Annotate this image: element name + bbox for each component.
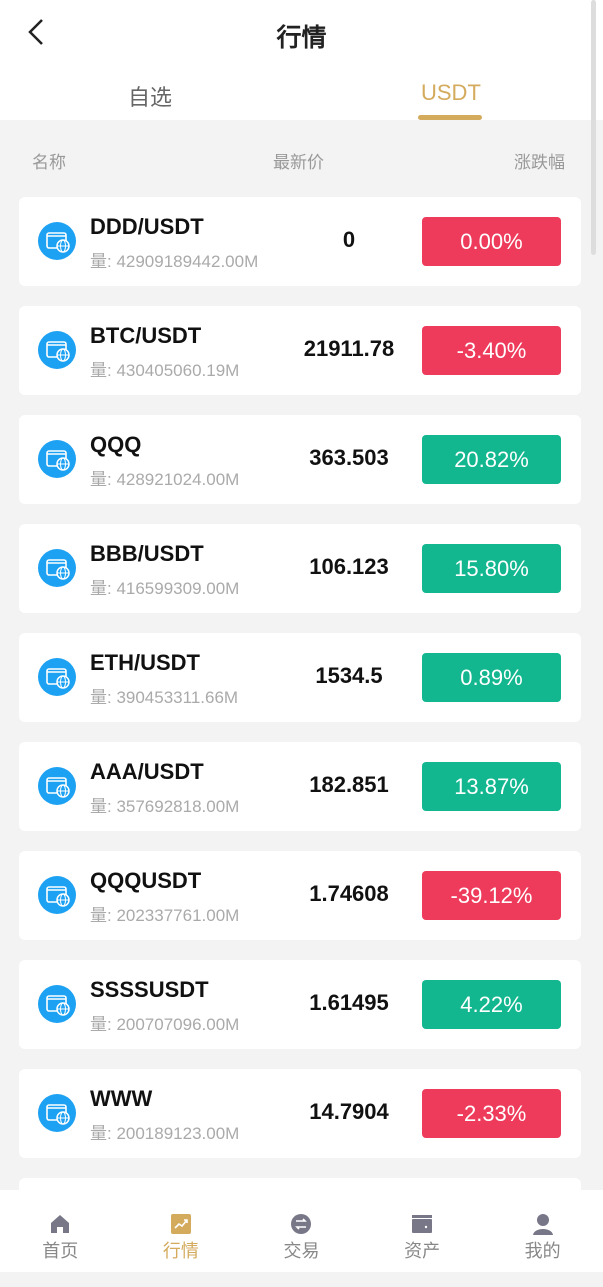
volume: 量: 200189123.00M <box>90 1124 240 1143</box>
nav-label: 行情 <box>162 1241 199 1261</box>
coin-icon <box>38 222 76 260</box>
nav-label: 首页 <box>42 1241 79 1261</box>
column-header-change: 涨跌幅 <box>514 153 565 172</box>
latest-price: 21911.78 <box>303 336 395 361</box>
change-badge[interactable]: 0.89% <box>422 653 561 702</box>
market-row[interactable]: QQQ 量: 428921024.00M 363.503 20.82% <box>19 415 581 504</box>
volume: 量: 200707096.00M <box>90 1015 240 1034</box>
volume: 量: 416599309.00M <box>90 579 240 598</box>
nav-item-exchange[interactable]: 交易 <box>241 1190 362 1272</box>
market-row[interactable]: SSSSUSDT 量: 200707096.00M 1.61495 4.22% <box>19 960 581 1049</box>
nav-label: 交易 <box>283 1241 320 1261</box>
coin-icon <box>38 331 76 369</box>
volume: 量: 430405060.19M <box>90 361 240 380</box>
pair-name: QQQ <box>90 432 142 457</box>
scrollbar[interactable] <box>591 0 596 255</box>
pair-name: SSSSUSDT <box>90 977 209 1002</box>
nav-label: 我的 <box>524 1241 561 1261</box>
tab-favorites[interactable]: 自选 <box>128 85 173 110</box>
market-row[interactable]: BBB/USDT 量: 416599309.00M 106.123 15.80% <box>19 524 581 613</box>
home-icon <box>51 1215 70 1233</box>
latest-price: 1.74608 <box>309 881 389 906</box>
tab-usdt[interactable]: USDT <box>421 80 481 105</box>
chart-icon <box>170 1214 191 1234</box>
header: 行情 自选 USDT <box>0 0 603 120</box>
latest-price: 363.503 <box>309 445 389 470</box>
coin-icon <box>38 767 76 805</box>
change-badge[interactable]: -2.33% <box>422 1089 561 1138</box>
nav-item-user[interactable]: 我的 <box>482 1190 603 1272</box>
column-header-price: 最新价 <box>273 153 324 172</box>
market-list: DDD/USDT 量: 42909189442.00M 0 0.00% BTC/… <box>19 197 581 1287</box>
volume: 量: 390453311.66M <box>90 688 239 707</box>
market-row[interactable]: WWW 量: 200189123.00M 14.7904 -2.33% <box>19 1069 581 1158</box>
pair-name: AAA/USDT <box>90 759 204 784</box>
market-row[interactable]: ETH/USDT 量: 390453311.66M 1534.5 0.89% <box>19 633 581 722</box>
latest-price: 1.61495 <box>309 990 389 1015</box>
bottom-nav: 首页 行情 交易 资产 我的 <box>0 1190 603 1272</box>
pair-name: BBB/USDT <box>90 541 204 566</box>
column-header-name: 名称 <box>32 153 66 172</box>
user-icon <box>532 1214 553 1235</box>
exchange-icon <box>291 1214 312 1234</box>
active-tab-indicator <box>418 115 482 120</box>
latest-price: 14.7904 <box>309 1099 389 1124</box>
market-row[interactable]: DDD/USDT 量: 42909189442.00M 0 0.00% <box>19 197 581 286</box>
page-title: 行情 <box>276 24 327 52</box>
latest-price: 182.851 <box>309 772 389 797</box>
pair-name: WWW <box>90 1086 153 1111</box>
coin-icon <box>38 440 76 478</box>
latest-price: 1534.5 <box>315 663 383 688</box>
coin-icon <box>38 985 76 1023</box>
coin-icon <box>38 876 76 914</box>
change-badge[interactable]: 0.00% <box>422 217 561 266</box>
back-icon[interactable] <box>24 16 54 50</box>
coin-icon <box>38 658 76 696</box>
nav-item-wallet[interactable]: 资产 <box>362 1190 483 1272</box>
market-row[interactable]: BTC/USDT 量: 430405060.19M 21911.78 -3.40… <box>19 306 581 395</box>
change-badge[interactable]: 13.87% <box>422 762 561 811</box>
nav-label: 资产 <box>404 1241 441 1261</box>
market-row[interactable]: QQQUSDT 量: 202337761.00M 1.74608 -39.12% <box>19 851 581 940</box>
market-row[interactable]: AAA/USDT 量: 357692818.00M 182.851 13.87% <box>19 742 581 831</box>
change-badge[interactable]: 20.82% <box>422 435 561 484</box>
wallet-icon <box>412 1215 433 1233</box>
pair-name: ETH/USDT <box>90 650 200 675</box>
pair-name: BTC/USDT <box>90 323 202 348</box>
change-badge[interactable]: 15.80% <box>422 544 561 593</box>
change-badge[interactable]: -3.40% <box>422 326 561 375</box>
volume: 量: 42909189442.00M <box>90 252 259 271</box>
volume: 量: 357692818.00M <box>90 797 240 816</box>
nav-item-chart[interactable]: 行情 <box>121 1190 242 1272</box>
pair-name: QQQUSDT <box>90 868 202 893</box>
latest-price: 0 <box>342 227 356 252</box>
coin-icon <box>38 1094 76 1132</box>
coin-icon <box>38 549 76 587</box>
latest-price: 106.123 <box>309 554 389 579</box>
nav-item-home[interactable]: 首页 <box>0 1190 121 1272</box>
change-badge[interactable]: 4.22% <box>422 980 561 1029</box>
change-badge[interactable]: -39.12% <box>422 871 561 920</box>
volume: 量: 428921024.00M <box>90 470 240 489</box>
volume: 量: 202337761.00M <box>90 906 240 925</box>
pair-name: DDD/USDT <box>90 214 204 239</box>
